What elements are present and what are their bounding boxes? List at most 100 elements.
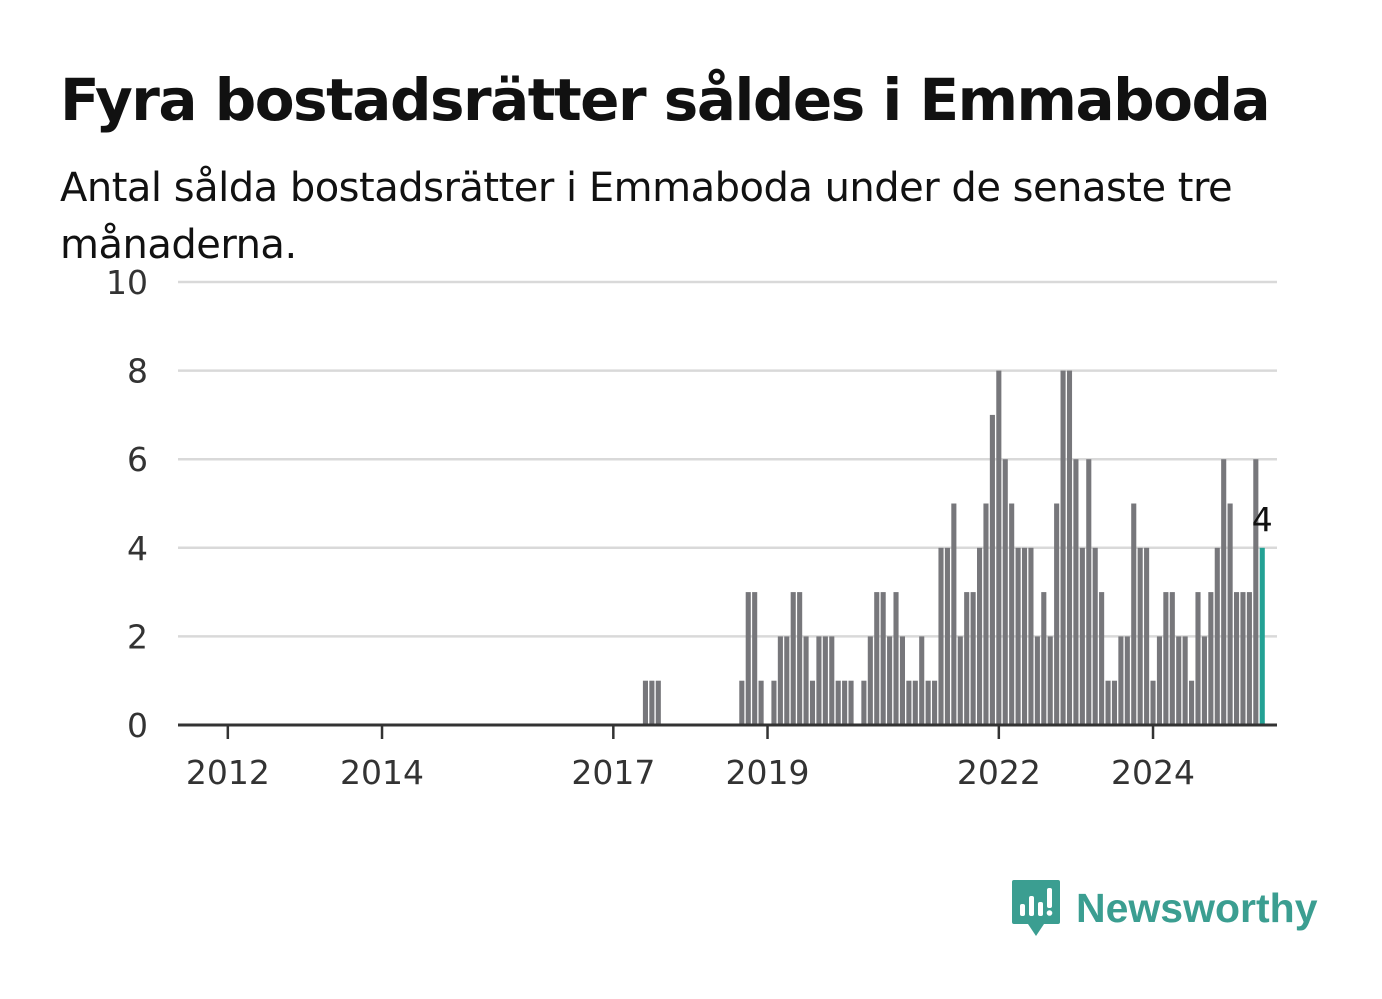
bar <box>777 636 783 725</box>
x-tick-label: 2012 <box>186 753 270 792</box>
bar <box>983 503 989 725</box>
chart-title: Fyra bostadsrätter såldes i Emmaboda <box>60 66 1271 134</box>
bar <box>1227 503 1233 725</box>
newsworthy-logo-icon <box>1012 880 1060 936</box>
bar <box>1137 547 1143 725</box>
bar <box>642 680 648 725</box>
x-tick-label: 2014 <box>340 753 424 792</box>
bar <box>1054 503 1060 725</box>
bar <box>1099 592 1105 725</box>
bar <box>880 592 886 725</box>
bar <box>1169 592 1175 725</box>
bar <box>816 636 822 725</box>
bar <box>1047 636 1053 725</box>
bar-highlight <box>1259 547 1265 725</box>
bar <box>861 680 867 725</box>
bar <box>989 414 995 725</box>
bar <box>1028 547 1034 725</box>
bar <box>925 680 931 725</box>
x-tick-label: 2017 <box>571 753 655 792</box>
bar <box>790 592 796 725</box>
bar <box>938 547 944 725</box>
bar <box>1201 636 1207 725</box>
bar <box>1253 459 1259 725</box>
bar <box>1066 370 1073 725</box>
bar <box>784 636 790 725</box>
gridlines <box>178 280 1277 638</box>
bar <box>1195 592 1201 725</box>
bar <box>1182 636 1188 725</box>
bar <box>752 592 758 725</box>
bar <box>867 636 873 725</box>
bar <box>745 592 751 725</box>
bar <box>874 592 880 725</box>
bar <box>1009 503 1015 725</box>
bar <box>1073 459 1079 725</box>
bar <box>1124 636 1130 725</box>
bar <box>1092 547 1098 725</box>
bars <box>642 370 1265 725</box>
bar <box>951 503 957 725</box>
bar <box>822 636 828 725</box>
bar <box>1246 592 1252 725</box>
bar <box>649 680 655 725</box>
bar <box>1118 636 1124 725</box>
newsworthy-logo: Newsworthy <box>1010 878 1318 938</box>
bar <box>899 636 905 725</box>
bar <box>1131 503 1137 725</box>
y-tick-label: 10 <box>106 263 148 302</box>
brand-name: Newsworthy <box>1076 884 1318 931</box>
y-tick-label: 2 <box>127 617 148 656</box>
bar <box>906 680 912 725</box>
bar <box>944 547 950 725</box>
x-tick-label: 2022 <box>957 753 1041 792</box>
bar <box>893 592 899 725</box>
bar <box>919 636 925 725</box>
bar <box>1150 680 1156 725</box>
highlight-value-label: 4 <box>1252 500 1273 539</box>
bar <box>848 680 854 725</box>
bar <box>1105 680 1111 725</box>
y-tick-label: 8 <box>127 352 148 391</box>
bar <box>977 547 983 725</box>
bar <box>809 680 816 725</box>
y-axis-ticks: 0 2 4 6 8 10 <box>106 263 148 745</box>
bar <box>758 680 764 725</box>
bar <box>1034 636 1040 725</box>
bar <box>1240 592 1246 725</box>
bar <box>912 680 918 725</box>
bar <box>1041 592 1047 725</box>
bar <box>1176 636 1182 725</box>
bar <box>996 370 1002 725</box>
bar <box>1163 592 1169 725</box>
bar <box>803 636 809 725</box>
bar <box>1221 459 1227 725</box>
bar <box>797 592 803 725</box>
annotations: 4 <box>1252 500 1273 539</box>
x-tick-label: 2019 <box>726 753 810 792</box>
bar <box>1086 459 1092 725</box>
chart-subtitle: Antal sålda bostadsrätter i Emmaboda und… <box>60 165 1233 268</box>
bar <box>771 680 777 725</box>
bar <box>932 680 938 725</box>
bar <box>957 636 963 725</box>
y-tick-label: 4 <box>127 529 148 568</box>
x-axis-ticks: 2012 2014 2017 2019 2022 2024 <box>186 725 1195 792</box>
y-tick-label: 0 <box>127 706 148 745</box>
bar <box>842 680 848 725</box>
bar <box>1208 592 1214 725</box>
bar <box>887 636 893 725</box>
bar <box>1060 370 1066 725</box>
bar <box>1079 547 1085 725</box>
bar <box>835 680 841 725</box>
bar <box>1234 592 1240 725</box>
bar <box>1021 547 1028 725</box>
bar <box>1015 547 1021 725</box>
bar <box>739 680 745 725</box>
bar <box>1144 547 1150 725</box>
x-tick-label: 2024 <box>1111 753 1195 792</box>
bar <box>1214 547 1220 725</box>
bar <box>655 680 661 725</box>
y-tick-label: 6 <box>127 440 148 479</box>
bar <box>1156 636 1162 725</box>
